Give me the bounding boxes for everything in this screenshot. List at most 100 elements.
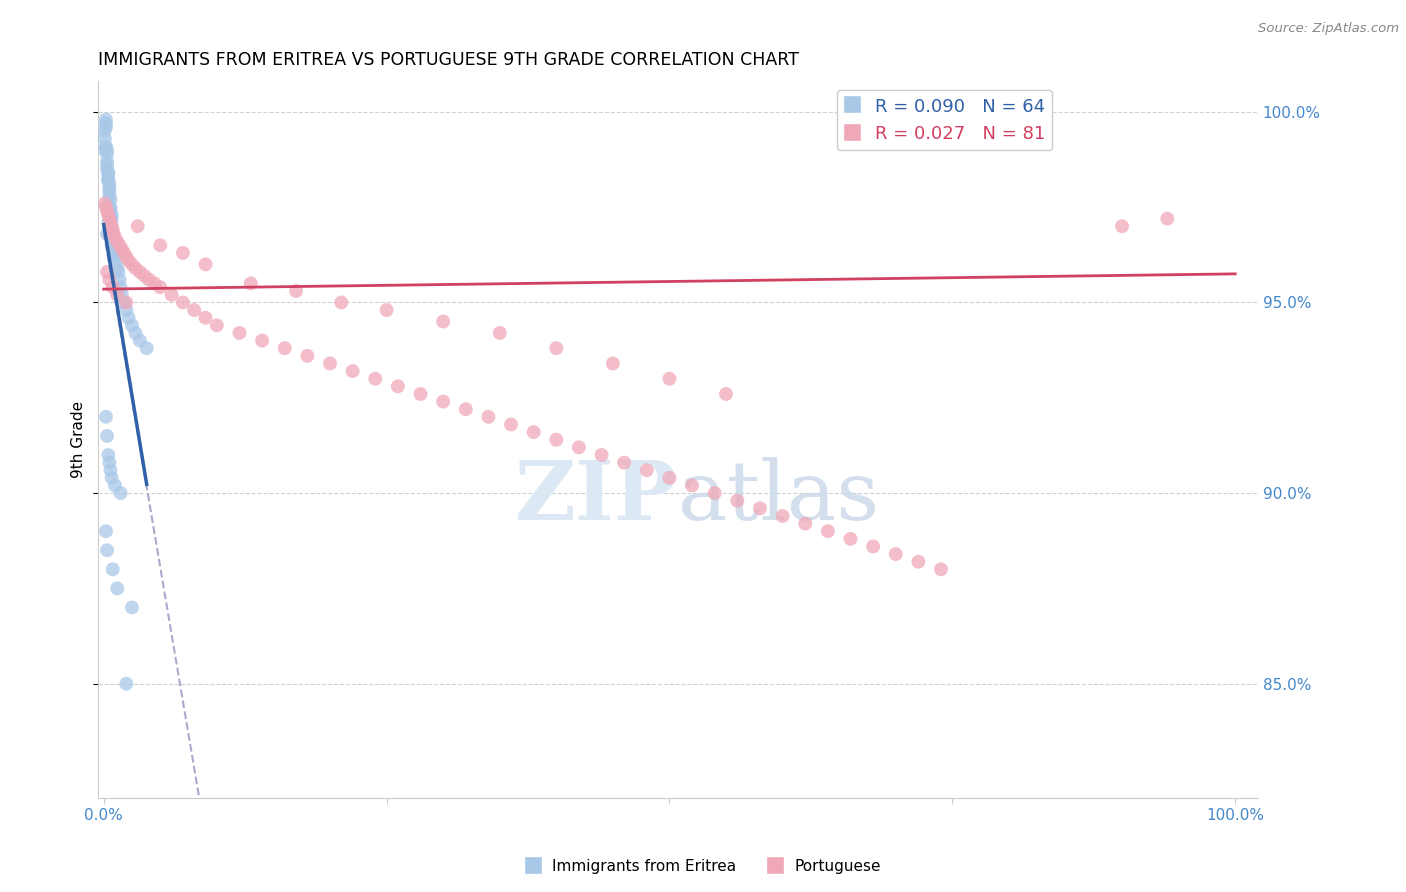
- Point: [862, 540, 884, 554]
- Point: [94, 112, 117, 127]
- Point: [124, 261, 146, 276]
- Point: [105, 261, 128, 276]
- Point: [488, 326, 510, 340]
- Point: [97, 166, 120, 180]
- Point: [591, 448, 613, 462]
- Point: [103, 246, 125, 260]
- Point: [111, 242, 134, 256]
- Point: [121, 318, 143, 333]
- Point: [100, 223, 122, 237]
- Point: [602, 356, 624, 370]
- Point: [100, 208, 122, 222]
- Point: [97, 215, 120, 229]
- Point: [546, 433, 568, 447]
- Point: [100, 219, 122, 234]
- Point: [115, 303, 138, 318]
- Point: [115, 676, 138, 690]
- Point: [121, 600, 143, 615]
- Point: [100, 219, 122, 234]
- Point: [94, 116, 117, 130]
- Point: [97, 169, 120, 184]
- Point: [115, 295, 138, 310]
- Point: [100, 471, 122, 485]
- Point: [96, 154, 118, 169]
- Point: [143, 277, 166, 291]
- Point: [342, 364, 364, 378]
- Point: [105, 582, 128, 596]
- Point: [96, 146, 118, 161]
- Point: [105, 235, 128, 249]
- Text: atlas: atlas: [678, 457, 880, 537]
- Point: [105, 288, 128, 302]
- Point: [96, 227, 118, 241]
- Point: [96, 204, 118, 219]
- Point: [97, 448, 120, 462]
- Point: [96, 543, 118, 558]
- Point: [703, 486, 725, 500]
- Point: [117, 253, 139, 268]
- Point: [172, 246, 194, 260]
- Point: [96, 429, 118, 443]
- Point: [250, 334, 273, 348]
- Point: [274, 341, 297, 355]
- Point: [107, 265, 129, 279]
- Point: [100, 193, 122, 207]
- Point: [100, 204, 122, 219]
- Point: [839, 532, 862, 546]
- Point: [772, 508, 794, 523]
- Point: [104, 230, 127, 244]
- Point: [101, 562, 124, 576]
- Point: [94, 409, 117, 424]
- Point: [94, 120, 117, 134]
- Point: [884, 547, 907, 561]
- Point: [100, 463, 122, 477]
- Point: [568, 440, 591, 454]
- Point: [112, 246, 135, 260]
- Text: Source: ZipAtlas.com: Source: ZipAtlas.com: [1258, 22, 1399, 36]
- Point: [658, 372, 681, 386]
- Point: [477, 409, 499, 424]
- Legend: Immigrants from Eritrea, Portuguese: Immigrants from Eritrea, Portuguese: [519, 853, 887, 880]
- Point: [228, 326, 250, 340]
- Point: [100, 215, 122, 229]
- Point: [101, 280, 124, 294]
- Point: [387, 379, 409, 393]
- Point: [104, 250, 127, 264]
- Point: [112, 295, 135, 310]
- Point: [94, 124, 117, 138]
- Point: [94, 200, 117, 214]
- Point: [101, 238, 124, 252]
- Point: [239, 277, 262, 291]
- Point: [104, 478, 127, 492]
- Point: [96, 265, 118, 279]
- Point: [98, 272, 121, 286]
- Point: [658, 471, 681, 485]
- Point: [100, 227, 122, 241]
- Legend: R = 0.090   N = 64, R = 0.027   N = 81: R = 0.090 N = 64, R = 0.027 N = 81: [837, 90, 1052, 150]
- Point: [94, 139, 117, 153]
- Point: [546, 341, 568, 355]
- Point: [499, 417, 522, 432]
- Point: [135, 341, 157, 355]
- Point: [636, 463, 658, 477]
- Point: [432, 394, 454, 409]
- Point: [149, 280, 172, 294]
- Point: [285, 284, 308, 298]
- Point: [103, 242, 125, 256]
- Point: [297, 349, 319, 363]
- Point: [97, 166, 120, 180]
- Point: [98, 211, 121, 226]
- Point: [117, 310, 139, 325]
- Point: [714, 387, 737, 401]
- Point: [129, 334, 152, 348]
- Point: [121, 257, 143, 271]
- Point: [794, 516, 817, 531]
- Point: [319, 356, 342, 370]
- Point: [94, 524, 117, 539]
- Point: [613, 456, 636, 470]
- Point: [98, 185, 121, 199]
- Y-axis label: 9th Grade: 9th Grade: [72, 401, 86, 478]
- Point: [409, 387, 432, 401]
- Point: [432, 314, 454, 328]
- Point: [94, 143, 117, 157]
